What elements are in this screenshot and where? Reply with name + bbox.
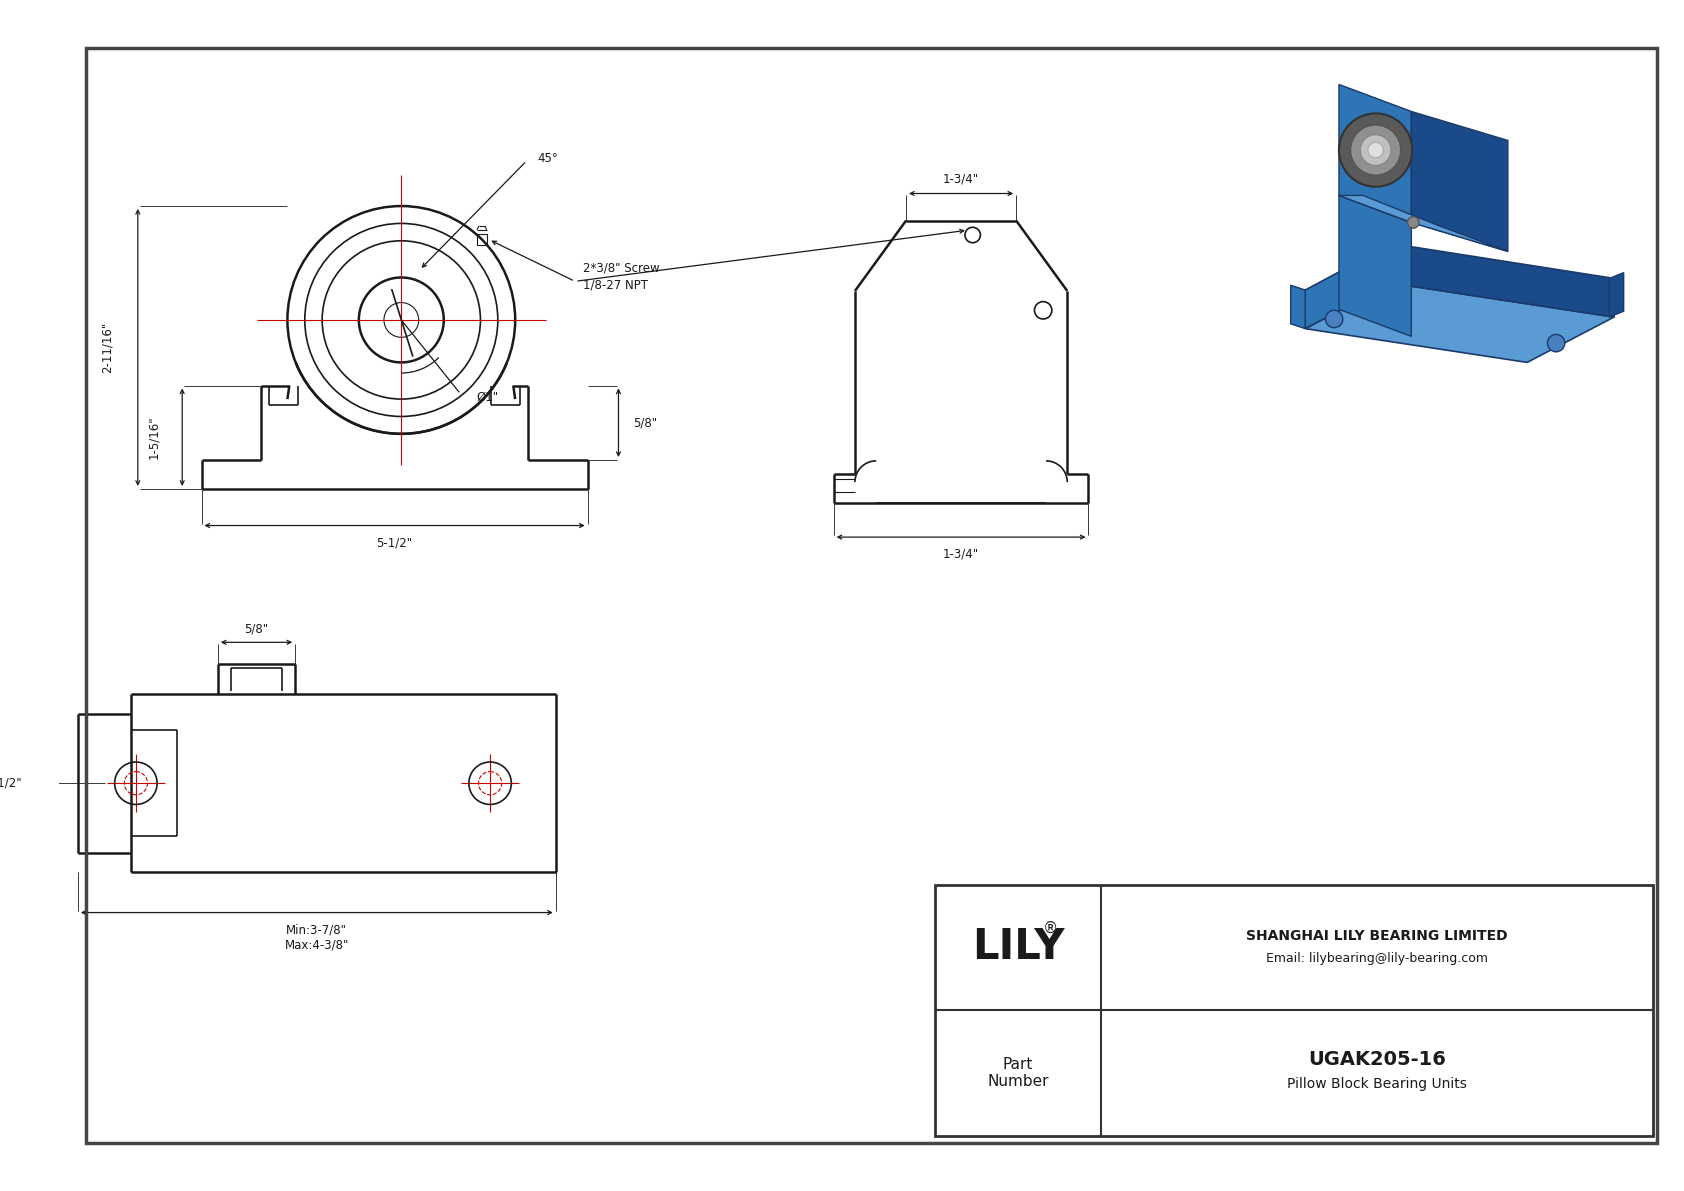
Text: 5/8": 5/8" [633, 416, 657, 429]
Polygon shape [1339, 195, 1507, 251]
Circle shape [1351, 125, 1401, 175]
Text: ®: ® [1042, 921, 1059, 935]
Text: 1-5/16": 1-5/16" [147, 416, 160, 459]
Bar [477, 233, 487, 245]
Text: UGAK205-16: UGAK205-16 [1308, 1049, 1447, 1068]
Circle shape [1325, 311, 1342, 328]
Polygon shape [1339, 85, 1411, 223]
Polygon shape [1411, 112, 1507, 251]
Text: 5/8": 5/8" [244, 623, 268, 635]
Text: SHANGHAI LILY BEARING LIMITED: SHANGHAI LILY BEARING LIMITED [1246, 929, 1507, 943]
Bar [1174, 87, 1649, 436]
Polygon shape [1305, 283, 1613, 362]
Text: 1-3/4": 1-3/4" [943, 173, 978, 186]
Polygon shape [1305, 244, 1393, 329]
Circle shape [1367, 143, 1383, 157]
Text: 1/8-27 NPT: 1/8-27 NPT [583, 279, 648, 292]
Text: Max:4-3/8": Max:4-3/8" [285, 939, 349, 952]
Bar [935, 885, 1654, 1135]
Text: 2-11/16": 2-11/16" [101, 322, 113, 373]
Polygon shape [1610, 273, 1623, 317]
Text: Part
Number: Part Number [987, 1056, 1049, 1089]
Circle shape [1548, 335, 1564, 351]
Text: 2*3/8" Screw: 2*3/8" Screw [583, 261, 660, 274]
Text: 1-3/4": 1-3/4" [943, 548, 978, 561]
Text: Min:3-7/8": Min:3-7/8" [286, 923, 347, 936]
Text: 5-1/2": 5-1/2" [377, 536, 413, 549]
Circle shape [1361, 135, 1391, 166]
Text: 45°: 45° [537, 152, 559, 166]
Text: Pillow Block Bearing Units: Pillow Block Bearing Units [1287, 1078, 1467, 1091]
Text: LILY: LILY [972, 927, 1064, 968]
Polygon shape [1393, 244, 1613, 317]
Circle shape [1339, 113, 1413, 187]
Text: Ø1": Ø1" [477, 391, 498, 404]
Text: Email: lilybearing@lily-bearing.com: Email: lilybearing@lily-bearing.com [1266, 953, 1489, 966]
Circle shape [1408, 217, 1420, 229]
Polygon shape [1339, 195, 1411, 336]
Polygon shape [1290, 285, 1305, 329]
Text: Ø1/2": Ø1/2" [0, 777, 22, 790]
